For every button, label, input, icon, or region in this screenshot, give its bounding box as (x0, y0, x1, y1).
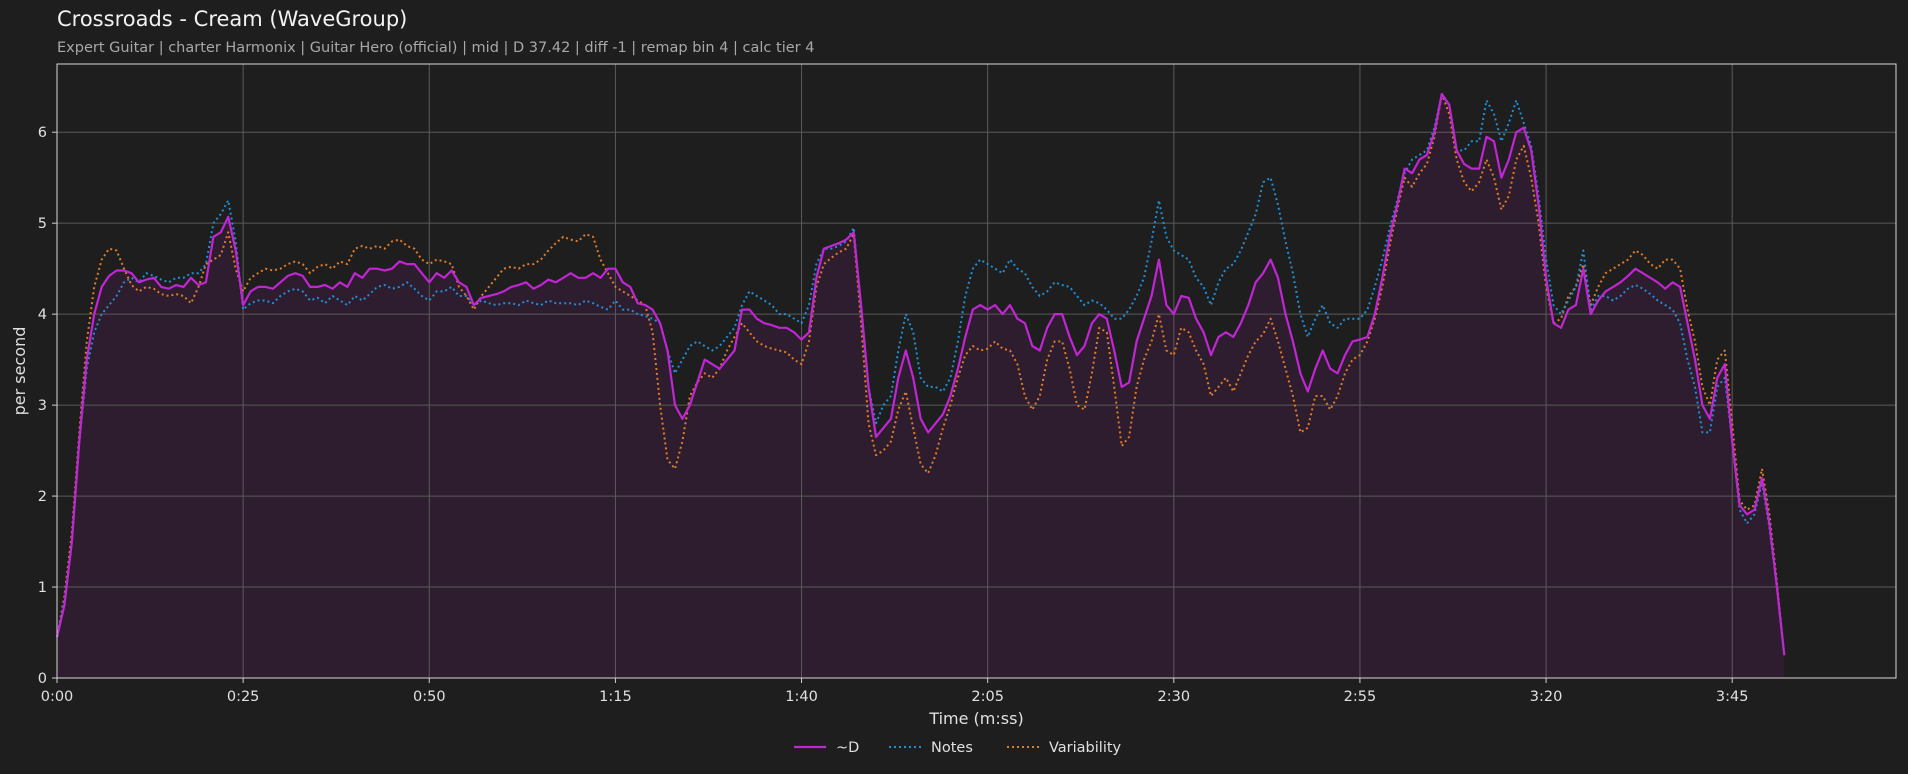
grid-layer (56, 64, 1896, 679)
y-axis-ticks: 0 1 2 3 4 5 6 (38, 125, 57, 687)
y-tick-label: 3 (38, 398, 47, 414)
chart-title: Crossroads - Cream (WaveGroup) (57, 7, 408, 31)
x-tick-label: 1:40 (785, 689, 818, 705)
legend-label: ~D (836, 740, 859, 756)
y-tick-label: 2 (38, 489, 47, 505)
x-tick-label: 0:25 (227, 689, 260, 705)
y-axis-label: per second (10, 327, 29, 416)
y-tick-label: 6 (38, 125, 47, 141)
x-axis-ticks: 0:00 0:25 0:50 1:15 1:40 2:05 2:30 2:55 3:20 3:45 (41, 678, 1749, 705)
series-layer (55, 92, 1786, 656)
x-axis-label: Time (m:ss) (928, 709, 1023, 728)
y-tick-label: 0 (38, 671, 47, 687)
x-tick-label: 0:00 (41, 689, 74, 705)
series-line-d (55, 92, 1786, 656)
x-tick-label: 2:30 (1158, 689, 1191, 705)
legend: ~D Notes Variability (794, 740, 1122, 756)
x-tick-label: 3:20 (1530, 689, 1563, 705)
y-tick-label: 5 (38, 216, 47, 232)
x-tick-label: 2:55 (1344, 689, 1377, 705)
legend-label: Notes (931, 740, 973, 756)
x-tick-label: 2:05 (971, 689, 1004, 705)
plot-frame (56, 63, 1897, 679)
legend-label: Variability (1049, 740, 1122, 756)
y-tick-label: 4 (38, 307, 47, 323)
x-tick-label: 3:45 (1716, 689, 1749, 705)
area-fill-0 (57, 94, 1785, 678)
y-tick-label: 1 (38, 580, 47, 596)
x-tick-label: 1:15 (599, 689, 632, 705)
area-layer (57, 94, 1785, 678)
series-line-notes (56, 93, 1786, 656)
chart-subtitle: Expert Guitar | charter Harmonix | Guita… (57, 40, 815, 56)
series-line-variability (56, 93, 1786, 656)
x-tick-label: 0:50 (413, 689, 446, 705)
